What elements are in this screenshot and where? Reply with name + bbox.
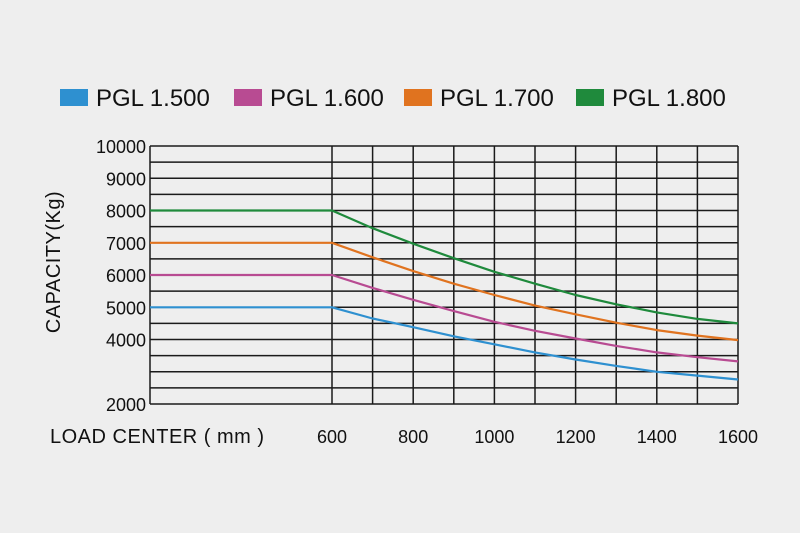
y-tick-label: 9000 bbox=[106, 169, 146, 189]
x-tick-labels: 600 800 1000 1200 1400 1600 bbox=[317, 427, 758, 447]
series-line-2 bbox=[150, 241, 739, 342]
legend-item: PGL 1.700 bbox=[404, 85, 554, 112]
x-axis-title: LOAD CENTER ( mm ) bbox=[50, 426, 265, 448]
legend-swatch bbox=[576, 89, 604, 106]
y-tick-label: 6000 bbox=[106, 266, 146, 286]
x-tick-label: 1000 bbox=[474, 427, 514, 447]
y-tick-label: 5000 bbox=[106, 298, 146, 318]
y-tick-label: 4000 bbox=[106, 331, 146, 351]
legend-swatch bbox=[60, 89, 88, 106]
series-line-3 bbox=[150, 209, 739, 325]
legend-label: PGL 1.500 bbox=[96, 85, 210, 112]
x-tick-label: 1400 bbox=[637, 427, 677, 447]
y-tick-label: 2000 bbox=[106, 395, 146, 415]
legend-item: PGL 1.600 bbox=[234, 85, 384, 112]
legend-swatch bbox=[234, 89, 262, 106]
x-tick-label: 1200 bbox=[556, 427, 596, 447]
y-tick-label: 10000 bbox=[96, 137, 146, 157]
legend-label: PGL 1.700 bbox=[440, 85, 554, 112]
y-axis-title: CAPACITY(Kg) bbox=[43, 191, 65, 333]
legend-swatch bbox=[404, 89, 432, 106]
y-tick-label: 7000 bbox=[106, 234, 146, 254]
x-tick-label: 1600 bbox=[718, 427, 758, 447]
legend-label: PGL 1.600 bbox=[270, 85, 384, 112]
legend-label: PGL 1.800 bbox=[612, 85, 726, 112]
series-line-0 bbox=[150, 306, 739, 381]
series-line-1 bbox=[150, 273, 739, 363]
x-tick-label: 600 bbox=[317, 427, 347, 447]
y-tick-label: 8000 bbox=[106, 202, 146, 222]
x-tick-label: 800 bbox=[398, 427, 428, 447]
series-lines bbox=[150, 209, 739, 381]
legend: PGL 1.500 PGL 1.600 PGL 1.700 PGL 1.800 bbox=[60, 85, 726, 112]
legend-item: PGL 1.500 bbox=[60, 85, 210, 112]
legend-item: PGL 1.800 bbox=[576, 85, 726, 112]
y-tick-labels: 10000 9000 8000 7000 6000 5000 4000 2000 bbox=[96, 137, 146, 415]
